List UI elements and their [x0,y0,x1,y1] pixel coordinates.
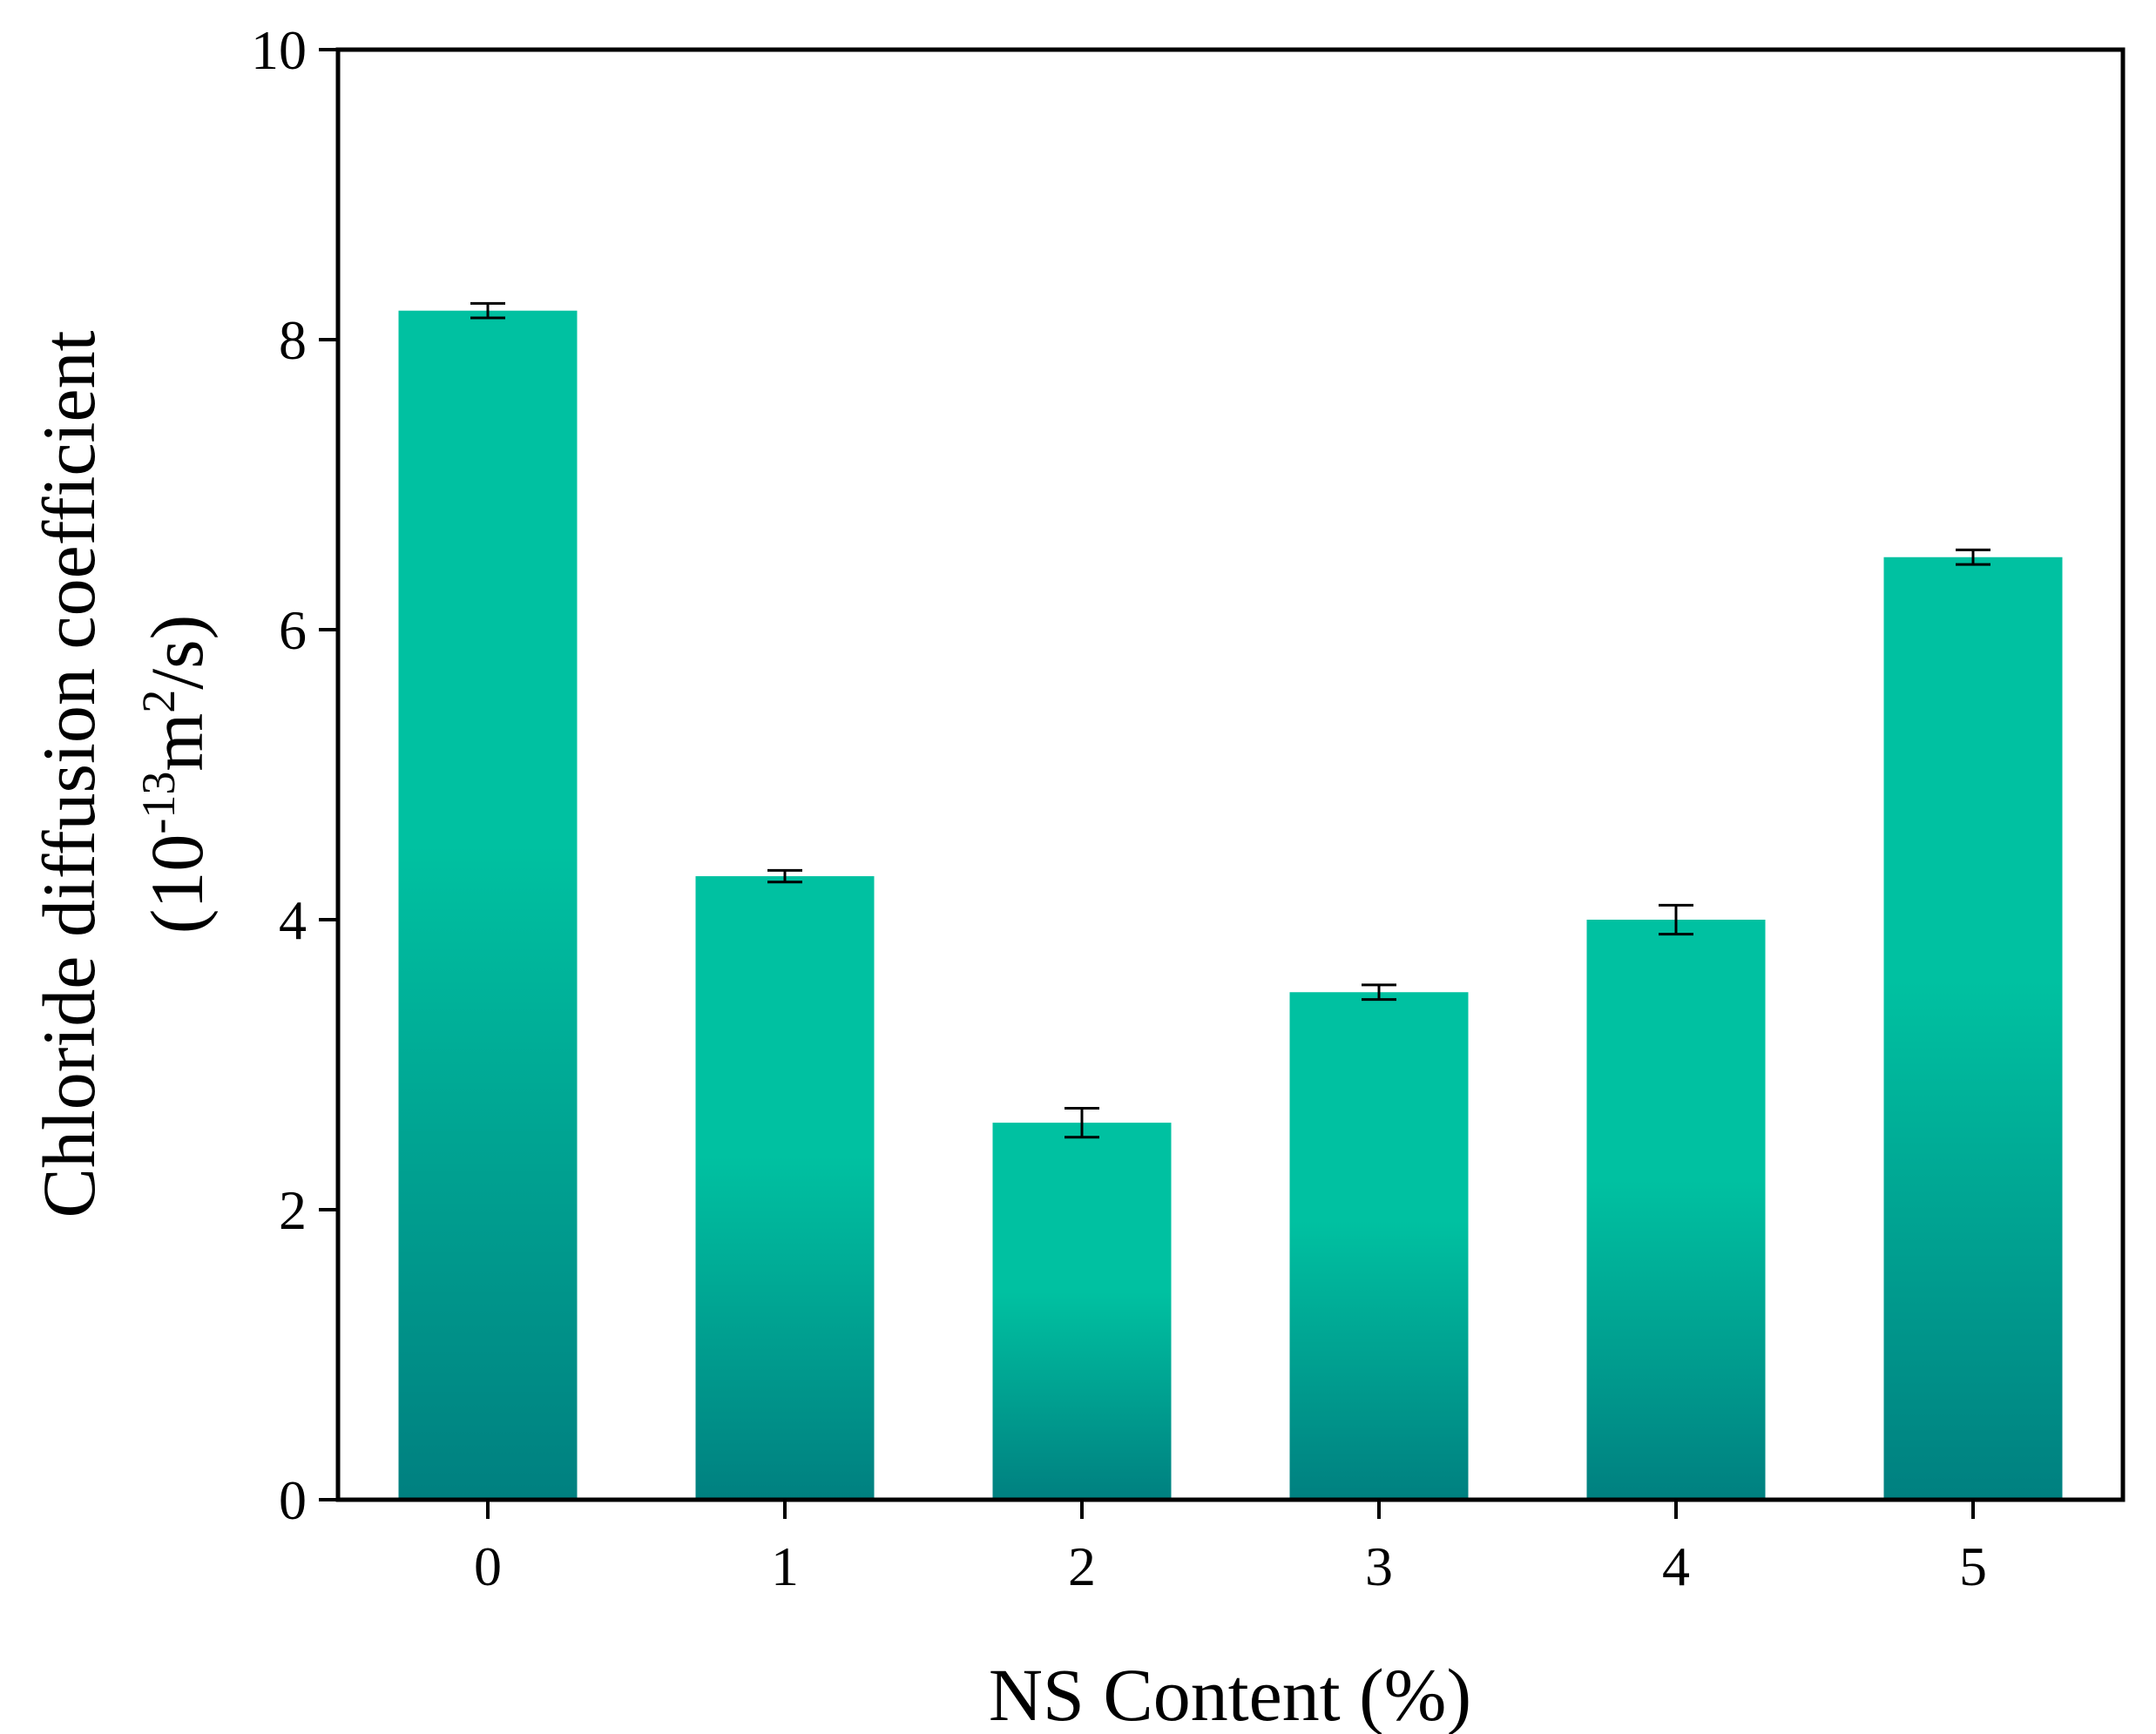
x-tick-label-3: 3 [1365,1535,1393,1597]
y-axis-title-unit-exp2: 2 [132,690,185,713]
x-tick-label-5: 5 [1959,1535,1987,1597]
bar-1 [695,876,875,1500]
error-bar-1 [767,868,802,884]
y-axis-title-unit-open: (10 [135,834,219,934]
error-bars-group [470,301,1990,1139]
y-axis-ticks: 0 2 4 6 8 10 [251,19,338,1531]
y-tick-label-6: 6 [279,599,307,661]
error-bar-3 [1362,983,1396,1002]
y-axis-title-unit-exp1: -13 [132,772,185,834]
x-tick-label-1: 1 [771,1535,799,1597]
error-bar-5 [1956,548,1990,566]
y-tick-label-0: 0 [279,1469,307,1531]
y-tick-label-10: 10 [251,19,307,81]
y-tick-label-8: 8 [279,309,307,371]
bar-4 [1586,920,1766,1500]
x-tick-label-4: 4 [1662,1535,1690,1597]
error-bar-0 [470,301,505,320]
x-axis-title: NS Content (%) [989,1653,1471,1734]
error-bar-4 [1659,903,1693,936]
bar-5 [1883,557,2063,1500]
bar-2 [992,1123,1172,1500]
bar-0 [398,310,578,1501]
x-tick-label-0: 0 [474,1535,502,1597]
y-axis-title-unit-close: /s) [135,615,219,690]
x-axis-ticks: 0 1 2 3 4 5 [474,1500,1987,1597]
plot-frame [335,47,2126,1502]
bars-group [398,310,2063,1501]
x-tick-label-2: 2 [1068,1535,1096,1597]
y-tick-label-2: 2 [279,1179,307,1241]
error-bar-2 [1064,1106,1099,1139]
y-axis-title-unit-m: m [135,713,219,772]
y-tick-label-4: 4 [279,889,307,951]
bar-3 [1289,992,1469,1500]
y-axis-title-line1: Chloride diffusion coefficient [27,330,111,1218]
y-axis-title-line2: (10-13m2/s) [132,615,219,934]
